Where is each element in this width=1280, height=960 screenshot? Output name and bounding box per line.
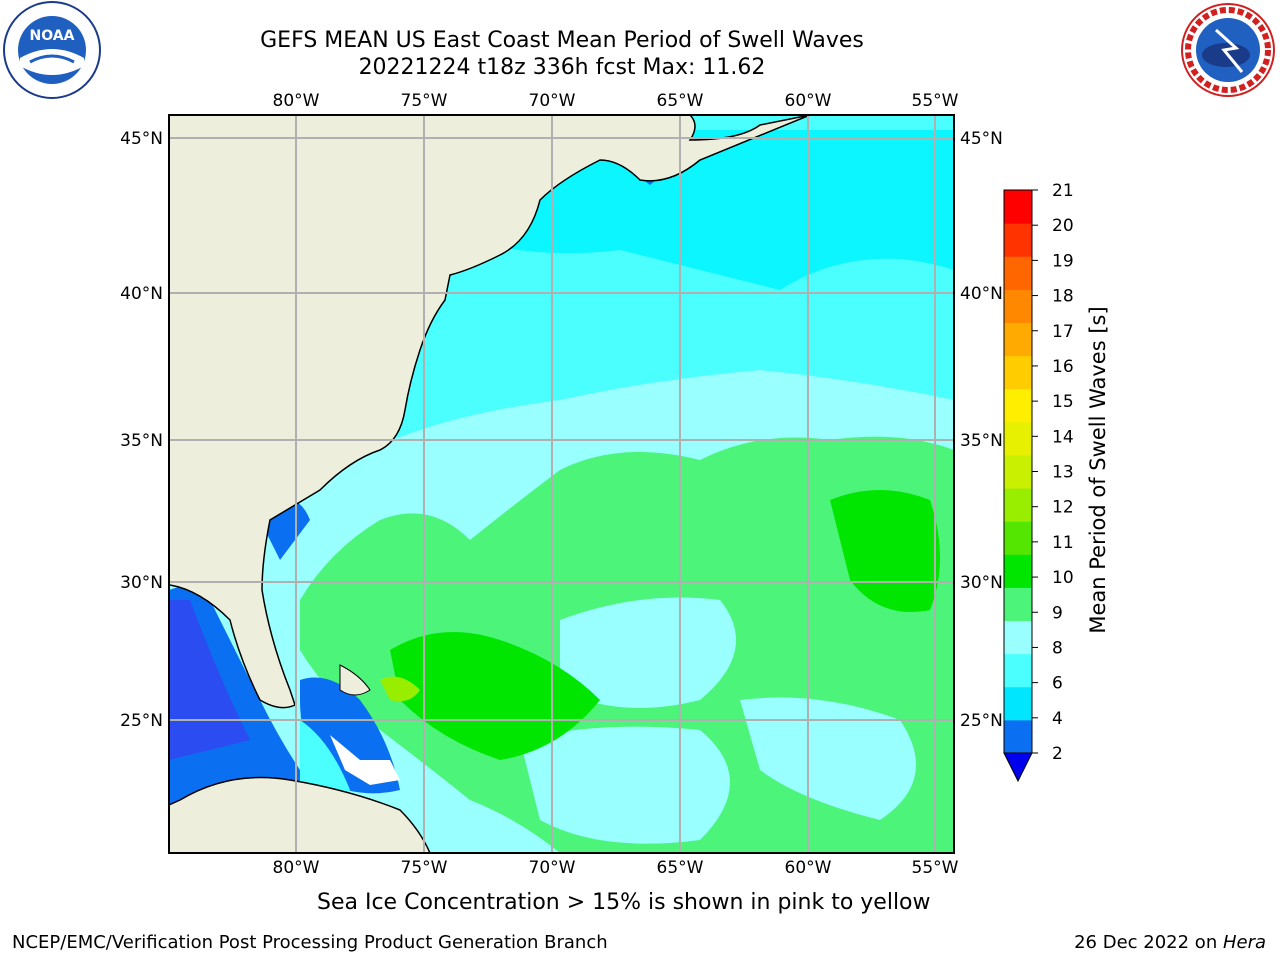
lat-label: 30°N [960,573,1003,593]
map-panel [169,115,954,853]
colorbar-swatch [1004,554,1032,588]
colorbar-tick-label: 11 [1052,533,1074,553]
lon-label: 60°W [785,858,832,878]
lon-label: 70°W [529,91,576,111]
colorbar-tick-label: 18 [1052,287,1074,307]
lon-labels-bottom: 80°W 75°W 70°W 65°W 60°W 55°W [273,858,959,878]
colorbar-swatch [1004,256,1032,290]
colorbar-swatch [1004,454,1032,489]
machine-name: Hera [1222,932,1266,953]
date-text: 26 Dec 2022 on [1074,932,1223,953]
lat-label: 40°N [960,284,1003,304]
colorbar-extend-arrow [1003,752,1033,783]
colorbar-tick-label: 21 [1052,181,1074,201]
colorbar-tick-label: 16 [1052,357,1074,377]
lon-label: 75°W [401,858,448,878]
lat-label: 25°N [960,711,1003,731]
branch-credit: NCEP/EMC/Verification Post Processing Pr… [12,932,608,953]
colorbar-tick-label: 4 [1052,709,1063,729]
generation-date: 26 Dec 2022 on Hera [1074,932,1266,953]
field-cyan-florida-straits [300,720,350,804]
colorbar-swatch [1004,223,1032,257]
lat-label: 35°N [960,431,1003,451]
colorbar-swatch [1004,355,1032,390]
colorbar-tick-label: 14 [1052,427,1074,447]
colorbar-swatch [1004,190,1032,224]
chart-subtitle: 20221224 t18z 336h fcst Max: 11.62 [358,55,766,80]
lon-label: 55°W [912,858,959,878]
colorbar-tick-label: 12 [1052,498,1074,518]
lat-label: 25°N [120,711,163,731]
lon-label: 75°W [401,91,448,111]
sea-ice-note: Sea Ice Concentration > 15% is shown in … [317,890,931,915]
colorbar: 2 4 6 8 9 10 11 12 13 14 15 16 17 18 19 20 21 [1003,181,1074,783]
colorbar-tick-label: 9 [1052,603,1063,623]
colorbar-swatch [1004,686,1032,721]
colorbar-tick-label: 19 [1052,251,1074,271]
land-us-east [169,115,811,709]
colorbar-swatch [1004,620,1032,655]
map-frame [168,114,955,854]
lat-label: 45°N [120,129,163,149]
field-green-core-1 [390,632,600,760]
chart-title: GEFS MEAN US East Coast Mean Period of S… [260,28,864,53]
colorbar-tick-label: 15 [1052,392,1074,412]
field-cyan-patch-1 [560,597,736,708]
field-cyan-patch-2 [520,726,730,844]
colorbar-tick-label: 20 [1052,216,1074,236]
island-andros [330,735,400,785]
noaa-logo-text: NOAA [30,28,75,44]
colorbar-tick-label: 13 [1052,463,1074,483]
lon-label: 55°W [912,91,959,111]
lon-label: 70°W [529,858,576,878]
lon-label: 65°W [657,858,704,878]
map-gridlines [169,115,954,853]
colorbar-label: Mean Period of Swell Waves [s] [1086,306,1110,633]
colorbar-swatch [1004,587,1032,622]
colorbar-tick-label: 17 [1052,322,1074,342]
field-cyan-patch-3 [740,697,916,820]
colorbar-swatch [1004,488,1032,522]
lon-label: 60°W [785,91,832,111]
colorbar-tick-label: 2 [1052,744,1063,764]
lon-label: 65°W [657,91,704,111]
colorbar-tick-label: 8 [1052,638,1063,658]
lat-label: 30°N [120,573,163,593]
colorbar-swatch [1004,719,1032,754]
field-yellowgreen-core [380,676,420,702]
lat-label: 35°N [120,431,163,451]
colorbar-tick-label: 10 [1052,568,1074,588]
colorbar-swatch [1004,322,1032,357]
lat-label: 40°N [120,284,163,304]
nws-logo [1181,3,1275,97]
colorbar-swatch [1004,421,1032,456]
lon-label: 80°W [273,858,320,878]
lon-labels-top: 80°W 75°W 70°W 65°W 60°W 55°W [273,91,959,111]
land-cuba [169,776,431,853]
colorbar-swatch [1004,388,1032,423]
lat-labels-right: 45°N 40°N 35°N 30°N 25°N [960,129,1003,731]
lon-label: 80°W [273,91,320,111]
noaa-logo: NOAA [3,1,101,99]
colorbar-swatch [1004,521,1032,555]
lat-label: 45°N [960,129,1003,149]
colorbar-tick-label: 6 [1052,674,1063,694]
colorbar-swatch [1004,653,1032,688]
colorbar-swatch [1004,289,1032,323]
island-grand-bahama [339,664,371,696]
lat-labels-left: 45°N 40°N 35°N 30°N 25°N [120,129,163,731]
